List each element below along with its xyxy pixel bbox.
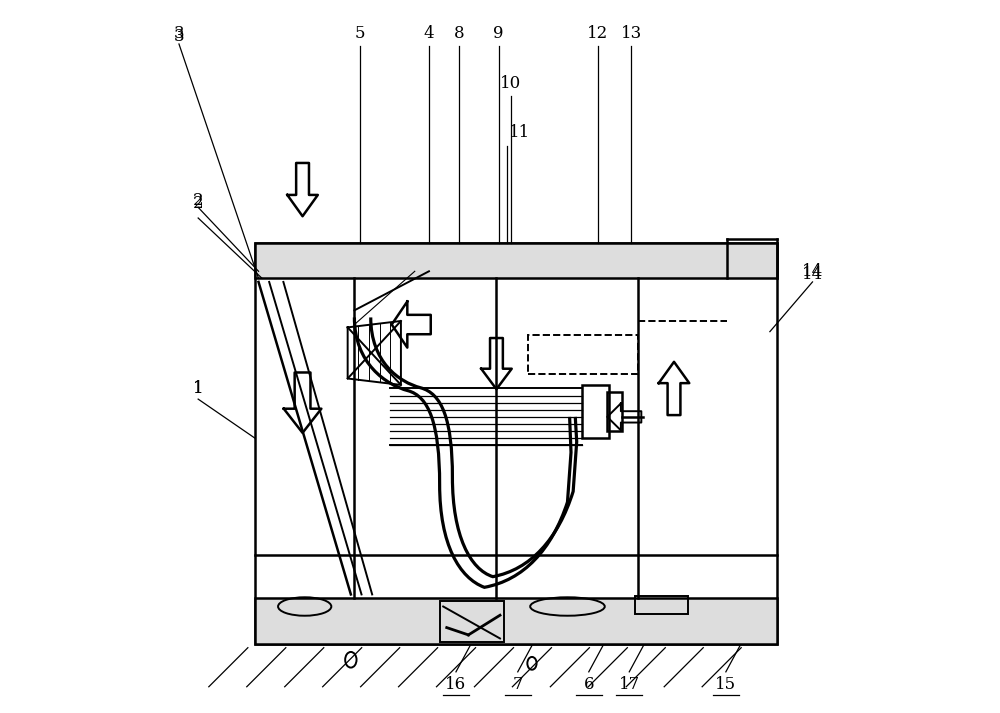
Text: 2: 2: [193, 192, 203, 209]
Text: 2: 2: [193, 195, 203, 212]
Text: 16: 16: [445, 676, 467, 693]
Bar: [582, 385, 609, 438]
Bar: [255, 598, 777, 644]
Text: 11: 11: [509, 124, 531, 141]
Text: 9: 9: [493, 25, 504, 42]
Text: 13: 13: [621, 25, 642, 42]
Text: 15: 15: [715, 676, 736, 693]
Text: 7: 7: [512, 676, 523, 693]
Text: 8: 8: [453, 25, 464, 42]
Bar: [607, 392, 622, 431]
Text: 1: 1: [193, 380, 203, 397]
Text: 3: 3: [174, 25, 184, 42]
Text: 6: 6: [584, 676, 594, 693]
Bar: [255, 243, 777, 278]
Text: 12: 12: [587, 25, 609, 42]
Text: 4: 4: [424, 25, 434, 42]
Bar: [255, 243, 777, 644]
Bar: [440, 601, 504, 642]
Text: 14: 14: [802, 267, 823, 283]
Text: 3: 3: [174, 29, 184, 46]
Text: 5: 5: [355, 25, 365, 42]
Text: 14: 14: [802, 263, 823, 279]
Text: 1: 1: [193, 380, 203, 397]
Text: 17: 17: [619, 676, 640, 693]
Bar: [528, 335, 638, 374]
Bar: [635, 596, 688, 614]
Text: 10: 10: [500, 75, 521, 91]
